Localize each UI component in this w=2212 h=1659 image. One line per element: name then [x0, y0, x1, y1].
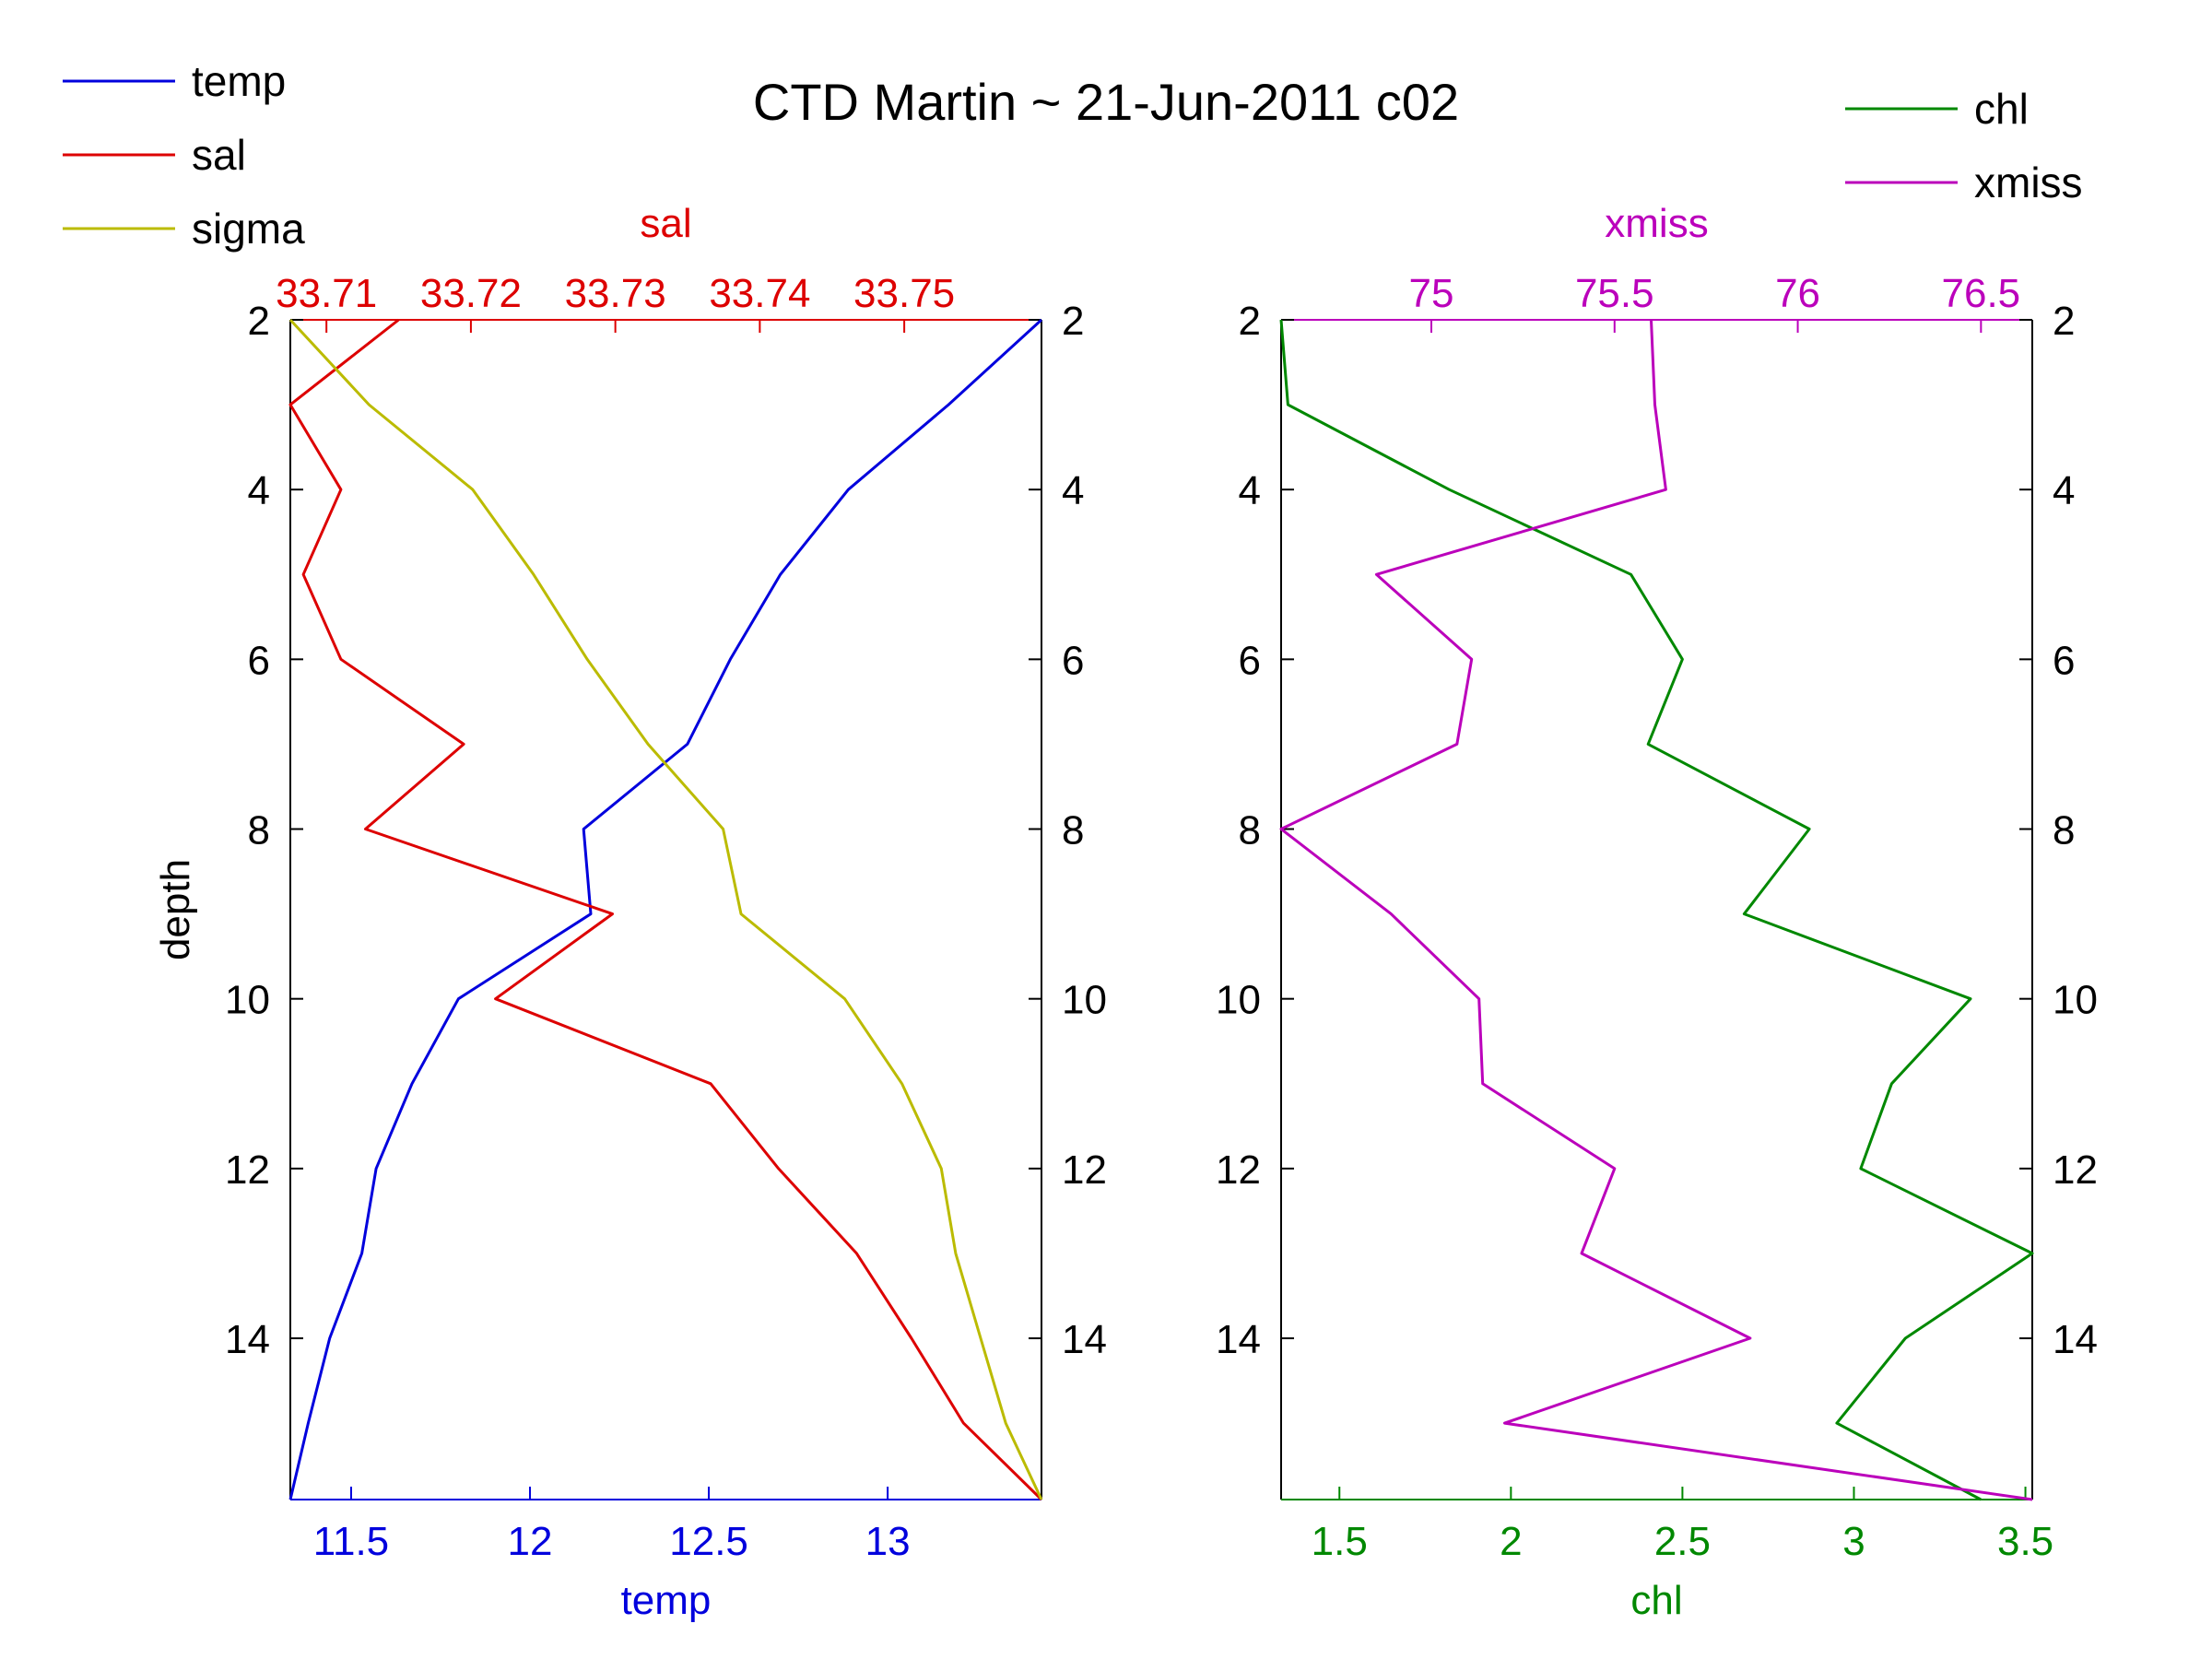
- y-tick-label-right: 6: [2053, 638, 2075, 683]
- x-tick-label-top: 76.5: [1942, 271, 2021, 316]
- legend-left: temp sal sigma: [63, 57, 305, 253]
- panel-chl-xmiss: 2 2 4 4 6 6 8 8 10 10 12 12 14 14 1.5 2 2.5 3 3.5 75 75.5 76 7…: [1216, 201, 2098, 1623]
- y-tick-label-right: 8: [2053, 808, 2075, 853]
- y-axis-label: depth: [153, 859, 198, 960]
- y-tick-label-left: 14: [225, 1317, 270, 1362]
- x-tick-label-bottom: 3: [1842, 1519, 1865, 1564]
- legend-label-chl: chl: [1974, 85, 2029, 133]
- y-tick-label-left: 12: [1216, 1147, 1261, 1193]
- y-tick-label-right: 14: [1062, 1317, 1107, 1362]
- x-tick-label-top: 33.73: [565, 271, 666, 316]
- y-tick-label-left: 8: [1239, 808, 1261, 853]
- y-tick-label-right: 2: [2053, 299, 2075, 344]
- x-tick-label-bottom: 12: [508, 1519, 553, 1564]
- legend-label-xmiss: xmiss: [1974, 159, 2083, 206]
- series-line-xmiss: [1279, 319, 2033, 1501]
- x-tick-label-top: 33.71: [276, 271, 377, 316]
- y-tick-label-left: 4: [248, 468, 270, 513]
- x-tick-label-top: 33.75: [853, 271, 955, 316]
- y-tick-label-right: 4: [2053, 468, 2075, 513]
- series-line-chl: [1279, 319, 2034, 1501]
- y-tick-label-left: 6: [1239, 638, 1261, 683]
- y-tick-label-left: 8: [248, 808, 270, 853]
- x-axis-label-bottom: chl: [1630, 1578, 1682, 1623]
- y-tick-label-right: 12: [2053, 1147, 2098, 1193]
- x-tick-label-bottom: 3.5: [1997, 1519, 2053, 1564]
- x-axis-label-bottom: temp: [621, 1578, 712, 1623]
- y-tick-label-left: 2: [1239, 299, 1261, 344]
- x-axis-label-top: sal: [640, 201, 691, 246]
- legend-label-sal: sal: [192, 131, 246, 179]
- legend-right: chl xmiss: [1845, 85, 2083, 206]
- y-tick-label-right: 12: [1062, 1147, 1107, 1193]
- x-tick-label-bottom: 1.5: [1312, 1519, 1368, 1564]
- x-tick-label-bottom: 2: [1500, 1519, 1522, 1564]
- x-tick-label-bottom: 2.5: [1654, 1519, 1711, 1564]
- y-tick-label-left: 10: [225, 978, 270, 1023]
- series-line-sigma: [288, 318, 1043, 1500]
- y-tick-label-left: 12: [225, 1147, 270, 1193]
- x-tick-label-top: 75.5: [1575, 271, 1654, 316]
- series-line-temp: [288, 318, 1043, 1500]
- y-tick-label-left: 14: [1216, 1317, 1261, 1362]
- legend-label-temp: temp: [192, 57, 286, 105]
- panel-temp-sal-sigma: 2 2 4 4 6 6 8 8 10 10 12 12 14 14 11.5 12 12.5 13 33.71 33.…: [153, 201, 1107, 1623]
- y-tick-label-left: 4: [1239, 468, 1261, 513]
- x-tick-label-bottom: 11.5: [313, 1519, 389, 1564]
- x-tick-label-bottom: 12.5: [669, 1519, 748, 1564]
- y-tick-label-left: 6: [248, 638, 270, 683]
- y-tick-label-right: 6: [1062, 638, 1084, 683]
- y-tick-label-right: 8: [1062, 808, 1084, 853]
- x-tick-label-top: 33.72: [420, 271, 522, 316]
- x-axis-label-top: xmiss: [1605, 201, 1708, 246]
- x-tick-label-top: 33.74: [709, 271, 810, 316]
- y-tick-label-right: 14: [2053, 1317, 2098, 1362]
- y-tick-label-left: 2: [248, 299, 270, 344]
- y-tick-label-right: 4: [1062, 468, 1084, 513]
- series-line-sal: [288, 318, 1043, 1501]
- figure-title: CTD Martin ~ 21-Jun-2011 c02: [753, 73, 1459, 131]
- y-tick-label-left: 10: [1216, 978, 1261, 1023]
- legend-label-sigma: sigma: [192, 205, 305, 253]
- y-tick-label-right: 10: [2053, 978, 2098, 1023]
- y-tick-label-right: 2: [1062, 299, 1084, 344]
- y-tick-label-right: 10: [1062, 978, 1107, 1023]
- x-tick-label-top: 76: [1775, 271, 1820, 316]
- x-tick-label-top: 75: [1409, 271, 1454, 316]
- x-tick-label-bottom: 13: [865, 1519, 911, 1564]
